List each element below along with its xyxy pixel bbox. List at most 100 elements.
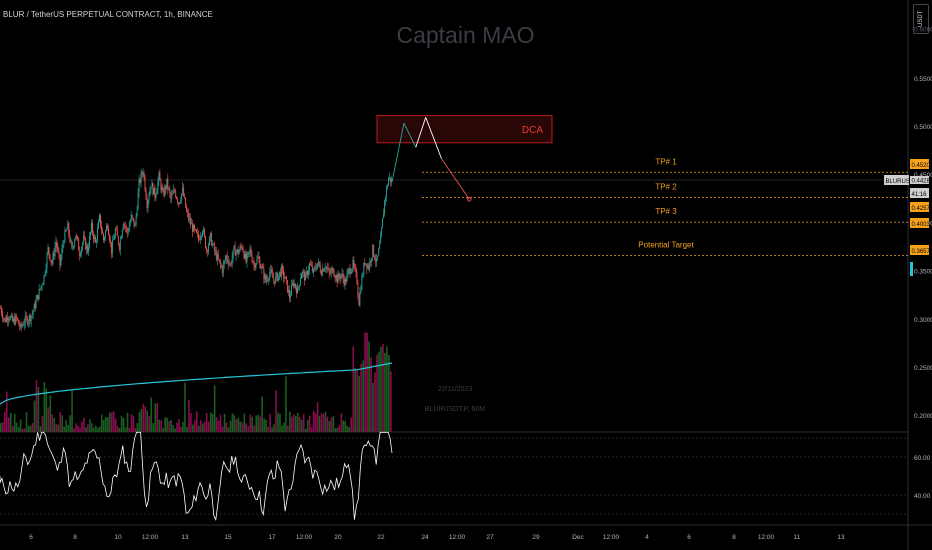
candle-body xyxy=(241,246,243,249)
candle-body xyxy=(169,188,171,194)
volume-bar xyxy=(164,417,166,432)
candle-body xyxy=(308,263,310,271)
candle-body xyxy=(249,248,251,252)
candle-body xyxy=(266,279,268,282)
candle-body xyxy=(316,263,318,269)
candle-body xyxy=(11,315,13,322)
candle-body xyxy=(204,236,206,248)
candle-body xyxy=(231,257,233,265)
level-label: TP# 2 xyxy=(655,183,677,192)
watermark-date: 22/11/2023 xyxy=(437,386,473,393)
candle-body xyxy=(310,265,312,267)
candle-body xyxy=(149,189,151,196)
candle-body xyxy=(28,315,30,322)
price-tick: 0.2000 xyxy=(914,413,932,420)
candle-body xyxy=(142,172,144,174)
level-label: TP# 3 xyxy=(655,207,677,216)
candle-body xyxy=(295,283,296,288)
candle-body xyxy=(135,215,137,225)
candle-body xyxy=(210,233,212,246)
volume-bar xyxy=(241,422,244,432)
candle-body xyxy=(78,239,80,251)
candle-body xyxy=(57,248,59,251)
candle-body xyxy=(290,295,292,299)
candle-body xyxy=(37,295,39,300)
candle-body xyxy=(334,276,336,279)
candle-body xyxy=(345,279,347,282)
candle-body xyxy=(46,253,48,268)
candle-body xyxy=(109,240,111,242)
candle-body xyxy=(203,229,204,232)
candle-body xyxy=(248,251,250,253)
volume-bar xyxy=(251,416,254,432)
volume-bar xyxy=(31,423,34,432)
volume-bar xyxy=(265,419,267,432)
candle-body xyxy=(127,231,129,234)
volume-bar xyxy=(233,415,236,432)
candle-body xyxy=(199,239,200,241)
candle-body xyxy=(158,172,160,182)
candle-body xyxy=(264,274,266,279)
volume-bar xyxy=(45,388,48,432)
candle-body xyxy=(113,237,115,240)
volume-bar xyxy=(162,427,164,432)
volume-bar xyxy=(334,428,337,432)
time-axis[interactable]: 6 8 10 12:00 13 15 17 12:00 20 22 24 12:00 27 29 Dec 12… xyxy=(29,534,845,541)
volume-bar xyxy=(368,341,370,432)
volume-bar xyxy=(102,419,105,432)
candle-body xyxy=(359,292,361,306)
candles xyxy=(0,167,392,332)
price-axis[interactable]: 0.55000.50000.45000.40000.35000.30000.25… xyxy=(884,27,932,421)
candle-body xyxy=(24,315,26,323)
volume-bar xyxy=(336,427,339,432)
candle-body xyxy=(83,236,85,243)
volume-bar xyxy=(97,427,99,432)
volume-bar xyxy=(259,416,261,432)
candle-body xyxy=(69,234,71,242)
candle-body xyxy=(137,192,139,210)
volume-bar xyxy=(168,421,170,432)
volume-bar xyxy=(198,425,200,432)
candle-body xyxy=(276,272,278,276)
candle-body xyxy=(107,228,109,235)
candle-body xyxy=(309,263,311,266)
candle-body xyxy=(50,260,52,262)
ma-marker xyxy=(910,262,913,276)
candle-body xyxy=(349,268,351,274)
volume-bar xyxy=(338,425,341,432)
candle-body xyxy=(26,317,28,324)
candle-body xyxy=(330,270,332,274)
candle-body xyxy=(274,280,276,284)
time-tick: 4 xyxy=(645,534,649,541)
candle-body xyxy=(387,185,389,188)
candle-body xyxy=(307,270,309,276)
candle-body xyxy=(270,269,272,272)
candle-body xyxy=(97,228,98,241)
volume-bar xyxy=(316,402,319,432)
price-tag-label: 0.4257 xyxy=(912,206,931,212)
volume-bar xyxy=(255,415,258,432)
candle-body xyxy=(181,193,183,201)
volume-bar xyxy=(3,411,6,432)
volume-bar xyxy=(99,426,101,432)
price-tag-label: 0.4428 xyxy=(912,179,931,185)
candle-body xyxy=(382,218,384,228)
candle-body xyxy=(92,222,94,233)
time-tick: 6 xyxy=(687,534,691,541)
volume-bar xyxy=(59,412,61,432)
candle-body xyxy=(203,229,205,237)
candle-body xyxy=(247,252,249,255)
time-tick: 12:00 xyxy=(296,534,313,541)
candle-body xyxy=(72,247,74,248)
price-tick: 0.3000 xyxy=(914,317,932,324)
candle-body xyxy=(157,181,159,191)
volume-bar xyxy=(67,424,69,432)
candle-body xyxy=(125,227,127,229)
candle-body xyxy=(229,263,231,265)
candle-body xyxy=(205,247,207,251)
volume-bar xyxy=(27,425,30,432)
candle-body xyxy=(374,255,376,260)
candle-body xyxy=(366,263,368,269)
candle-body xyxy=(356,272,358,284)
